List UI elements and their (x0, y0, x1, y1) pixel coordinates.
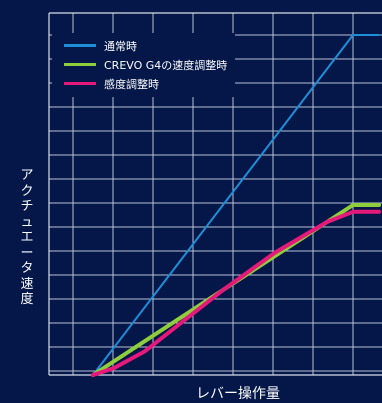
legend-swatch-sensitivity (64, 82, 96, 85)
legend-swatch-crevo (64, 63, 96, 66)
legend-swatch-normal (64, 44, 96, 47)
legend-item-normal: 通常時 (64, 36, 227, 55)
legend-label-normal: 通常時 (104, 38, 137, 54)
legend-label-crevo: CREVO G4の速度調整時 (104, 57, 227, 73)
legend: 通常時 CREVO G4の速度調整時 感度調整時 (52, 33, 235, 97)
legend-item-sensitivity: 感度調整時 (64, 74, 227, 93)
legend-label-sensitivity: 感度調整時 (104, 76, 159, 92)
legend-item-crevo: CREVO G4の速度調整時 (64, 55, 227, 74)
x-axis-label: レバー操作量 (196, 383, 280, 403)
y-axis-label: アクチュエータ速度 (16, 168, 38, 308)
